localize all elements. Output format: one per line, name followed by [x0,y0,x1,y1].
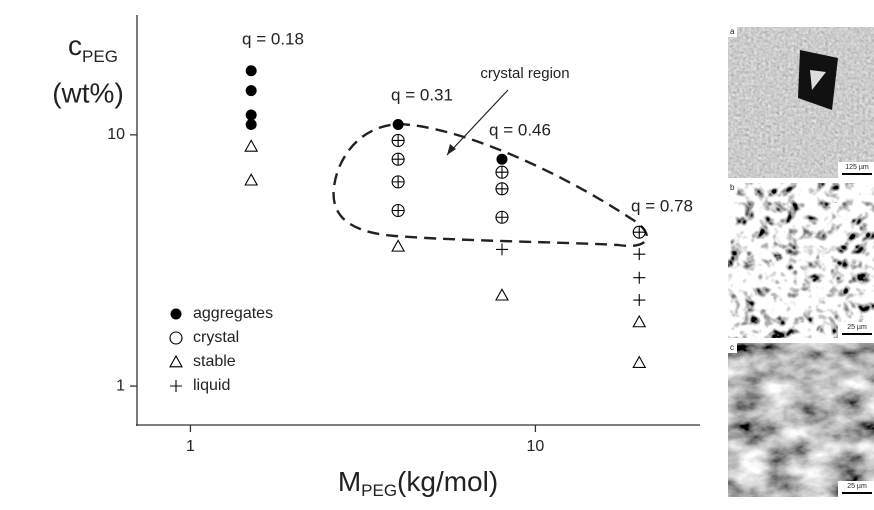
point [496,243,508,255]
legend-label: liquid [193,377,230,394]
x-label-unit: (kg/mol) [397,466,498,497]
scale-label: 25 µm [847,324,867,331]
point [633,248,645,260]
micrograph-a [728,27,874,178]
micrograph-b [728,183,874,338]
micrograph-image [728,27,874,178]
legend-label: stable [193,353,236,370]
panel-label: a [730,27,735,36]
point [392,240,404,251]
point [245,140,257,151]
annotation: q = 0.78 [631,196,693,215]
point [246,85,257,96]
y-axis-unit: (wt%) [52,77,124,108]
x-label-main: M [338,466,361,497]
point [246,109,257,120]
micrograph-c [728,343,874,497]
legend-marker [170,356,182,367]
x-axis-label: MPEG(kg/mol) [338,466,498,500]
point [245,174,257,185]
annotation: q = 0.18 [242,29,304,48]
point [246,65,257,76]
legend-marker [170,380,182,392]
point [633,316,645,327]
x-tick-label: 10 [527,438,545,455]
panel-label: c [730,343,734,352]
y-tick-label: 10 [107,126,125,143]
arrow-head [447,144,456,155]
scale-label: 25 µm [847,483,867,490]
point [393,119,404,130]
point [496,154,507,165]
legend-marker [171,309,182,320]
annotation: q = 0.46 [489,120,551,139]
x-tick-label: 1 [186,438,195,455]
scale-label: 125 µm [845,164,869,171]
y-axis-label: cPEG [68,30,118,66]
crystal-region-outline [334,124,647,246]
point [246,119,257,130]
y-label-main: c [68,30,82,61]
legend-label: crystal [193,329,239,346]
annotation: q = 0.31 [391,85,453,104]
point [496,289,508,300]
point [633,357,645,368]
point [633,294,645,306]
annotation: crystal region [480,65,569,82]
point [633,272,645,284]
panel-label: b [730,183,735,192]
legend-label: aggregates [193,305,273,322]
legend-marker [170,332,182,344]
x-label-sub: PEG [361,481,397,500]
y-tick-label: 1 [116,377,125,394]
y-label-sub: PEG [82,47,118,66]
figure: q = 0.18 q = 0.31 q = 0.46 q = 0.78 crys… [0,0,874,510]
page: q = 0.18 q = 0.31 q = 0.46 q = 0.78 crys… [0,0,874,510]
